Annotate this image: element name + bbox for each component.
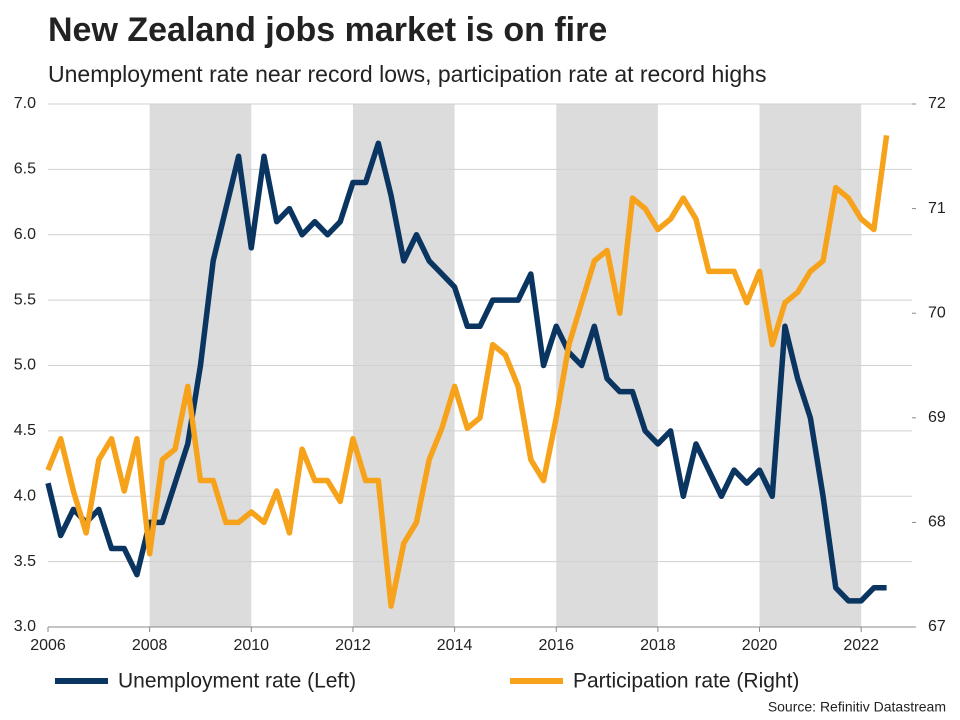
series-line [45,135,890,609]
x-tick-label: 2022 [843,637,879,654]
y-tick-label: 4.0 [14,487,36,504]
y2-tick-label: 70 [928,304,946,321]
x-tick-label: 2018 [640,637,676,654]
x-tick-label: 2014 [437,637,473,654]
legend-label: Unemployment rate (Left) [118,670,356,693]
y-tick-label: 4.5 [14,422,36,439]
y-tick-label: 3.5 [14,553,36,570]
x-tick-label: 2016 [538,637,574,654]
y-tick-label: 5.0 [14,357,36,374]
series-line [45,140,887,604]
x-tick-label: 2008 [132,637,168,654]
x-tick-label: 2020 [742,637,778,654]
x-tick-label: 2006 [30,637,66,654]
source: Source: Refinitiv Datastream [768,699,946,715]
chart-subtitle: Unemployment rate near record lows, part… [48,61,766,87]
y-tick-label: 3.0 [14,618,36,635]
legend-label: Participation rate (Right) [573,670,799,693]
y-tick-label: 6.5 [14,161,36,178]
y-tick-label: 6.0 [14,226,36,243]
y2-tick-label: 71 [928,200,946,217]
y2-tick-label: 69 [928,409,946,426]
chart-title: New Zealand jobs market is on fire [48,11,607,49]
y2-tick-label: 67 [928,618,946,635]
x-tick-label: 2010 [233,637,269,654]
y-tick-label: 7.0 [14,95,36,112]
y2-tick-label: 68 [928,514,946,531]
x-tick-label: 2012 [335,637,371,654]
y2-tick-label: 72 [928,95,946,112]
y-tick-label: 5.5 [14,291,36,308]
